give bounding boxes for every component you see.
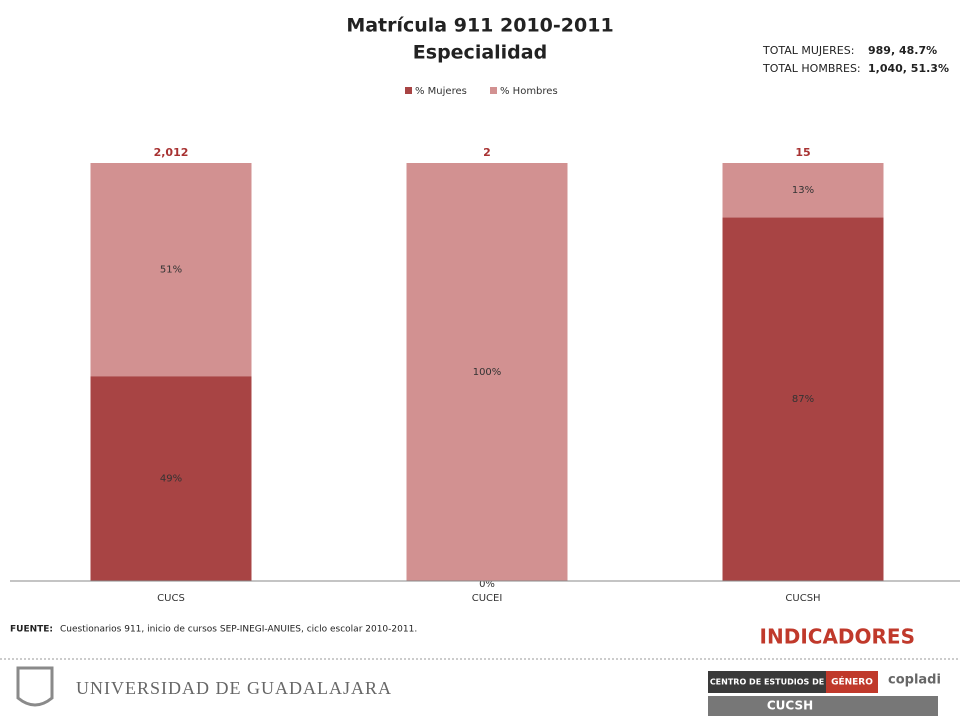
bar-segment <box>90 376 252 581</box>
bar-segment <box>406 163 568 581</box>
total-label: 2,012 <box>154 146 189 159</box>
value-label: 87% <box>792 394 814 405</box>
total-label: 15 <box>795 146 810 159</box>
value-label: 100% <box>473 367 502 378</box>
legend-label: % Hombres <box>500 86 558 97</box>
value-label: 51% <box>160 265 182 276</box>
summary: TOTAL MUJERES: 989, 48.7% TOTAL HOMBRES:… <box>762 44 949 75</box>
x-tick-label: CUCS <box>157 593 185 604</box>
legend-label: % Mujeres <box>415 86 467 97</box>
source-label: FUENTE: <box>10 625 53 635</box>
source: FUENTE: Cuestionarios 911, inicio de cur… <box>10 625 417 635</box>
chart-subtitle: Especialidad <box>413 42 547 64</box>
bar-segment <box>722 217 884 581</box>
bar-segment <box>722 163 884 218</box>
source-text: Cuestionarios 911, inicio de cursos SEP-… <box>60 625 417 635</box>
value-label: 13% <box>792 185 814 196</box>
x-tick-label: CUCSH <box>785 593 820 604</box>
bar-segment <box>90 163 252 377</box>
value-label: 0% <box>479 579 495 590</box>
summary-value: 989, 48.7% <box>868 44 937 57</box>
value-label: 49% <box>160 474 182 485</box>
summary-label: TOTAL MUJERES: <box>762 44 854 57</box>
summary-label: TOTAL HOMBRES: <box>762 62 861 75</box>
legend-swatch <box>405 87 412 94</box>
chart-title: Matrícula 911 2010-2011 <box>346 15 613 37</box>
unit-name: CUCSH <box>767 699 813 713</box>
total-label: 2 <box>483 146 491 159</box>
x-tick-label: CUCEI <box>472 593 503 604</box>
legend-swatch <box>490 87 497 94</box>
unit-box <box>708 696 938 716</box>
center-accent-box <box>826 671 878 693</box>
center-name: CENTRO DE ESTUDIOS DE <box>710 678 824 687</box>
center-accent: GÉNERO <box>831 676 873 688</box>
summary-value: 1,040, 51.3% <box>868 62 949 75</box>
section-title: INDICADORES <box>760 625 915 649</box>
center-box <box>708 671 826 693</box>
copladi-logo: copladi <box>888 673 941 688</box>
university-name: UNIVERSIDAD DE GUADALAJARA <box>76 678 392 698</box>
footer: UNIVERSIDAD DE GUADALAJARA CENTRO DE EST… <box>16 666 941 716</box>
university-shield <box>16 666 54 707</box>
